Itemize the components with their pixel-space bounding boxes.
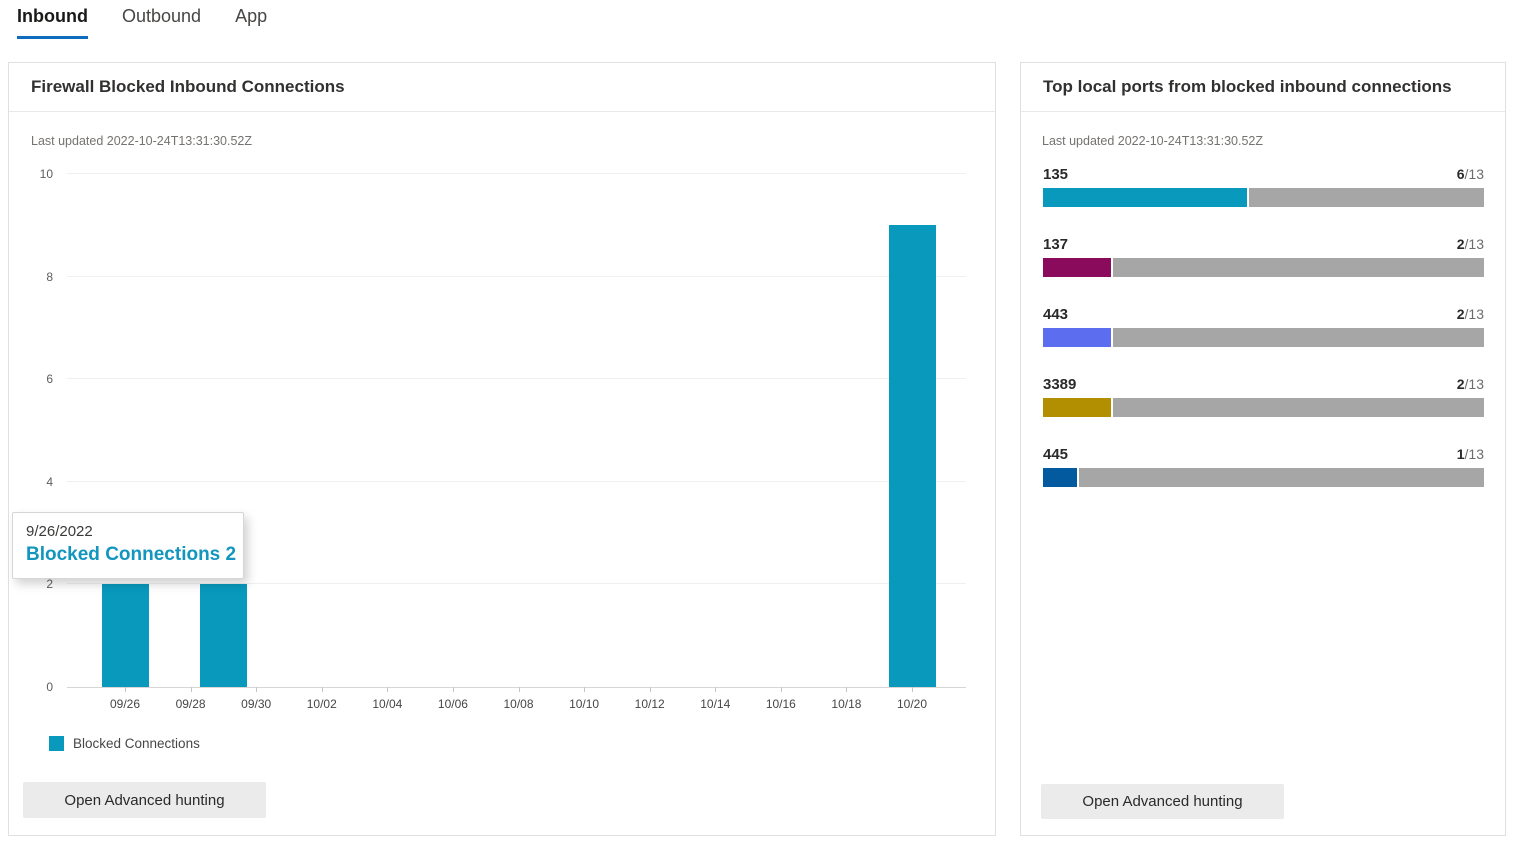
x-axis-label: 10/16 <box>765 697 796 711</box>
port-number: 3389 <box>1043 376 1077 393</box>
gridline <box>67 378 966 380</box>
port-number: 137 <box>1043 236 1069 253</box>
chart-tooltip: 9/26/2022 Blocked Connections 2 <box>12 512 244 579</box>
port-count-fraction: 6/13 <box>1456 166 1484 182</box>
chart-bar[interactable] <box>101 584 149 687</box>
chart-bar[interactable] <box>199 584 247 687</box>
tab-bar: Inbound Outbound App <box>17 6 267 39</box>
x-axis-label: 10/04 <box>372 697 403 711</box>
chart-plot: 0 2 4 6 8 10 09/26 09/28 09/30 10/02 10/04 10/06 10/… <box>40 167 966 711</box>
tab-inbound[interactable]: Inbound <box>17 6 88 39</box>
port-row: 137 2/13 <box>1043 236 1484 277</box>
gridline <box>67 173 966 174</box>
port-bar-fill <box>1043 398 1111 417</box>
port-row: 3389 2/13 <box>1043 376 1484 417</box>
port-bar[interactable] <box>1043 328 1484 347</box>
firewall-blocked-inbound-card: Firewall Blocked Inbound Connections Las… <box>8 62 996 836</box>
x-axis-label: 10/06 <box>437 697 468 711</box>
gridline <box>67 275 966 277</box>
tab-outbound[interactable]: Outbound <box>121 6 202 26</box>
open-advanced-hunting-button[interactable]: Open Advanced hunting <box>1041 784 1284 819</box>
port-row-header: 137 2/13 <box>1043 236 1484 258</box>
port-number: 135 <box>1043 166 1069 183</box>
chart-bar[interactable] <box>888 225 936 687</box>
x-axis-label: 10/20 <box>896 697 928 711</box>
port-number: 445 <box>1043 446 1069 463</box>
port-row-header: 445 1/13 <box>1043 446 1484 468</box>
port-count-fraction: 2/13 <box>1456 306 1484 322</box>
port-bar-fill <box>1043 328 1111 347</box>
port-bar-remainder <box>1248 188 1484 207</box>
last-updated-text: Last updated 2022-10-24T13:31:30.52Z <box>1042 134 1264 148</box>
x-axis-tick <box>387 687 389 692</box>
gridline <box>67 480 966 482</box>
legend-label: Blocked Connections <box>73 736 200 751</box>
x-axis-tick <box>912 687 913 692</box>
x-axis-tick <box>125 687 126 692</box>
y-axis-label: 6 <box>46 372 53 387</box>
port-bar[interactable] <box>1043 398 1484 417</box>
x-axis-tick <box>846 687 848 692</box>
x-axis-label: 10/02 <box>306 697 337 711</box>
port-bar[interactable] <box>1043 188 1484 207</box>
tooltip-value: Blocked Connections 2 <box>26 544 237 565</box>
x-axis-tick <box>190 687 192 692</box>
x-axis-label: 10/12 <box>634 697 665 711</box>
port-bar[interactable] <box>1043 258 1484 277</box>
y-axis-label: 0 <box>46 680 53 694</box>
port-bar-fill <box>1043 468 1077 487</box>
port-count-fraction: 2/13 <box>1456 236 1484 252</box>
x-axis-label: 09/26 <box>109 697 141 711</box>
open-advanced-hunting-button[interactable]: Open Advanced hunting <box>23 782 266 818</box>
y-axis-label: 8 <box>46 269 53 284</box>
port-bar-remainder <box>1112 398 1484 417</box>
x-axis-tick <box>649 687 651 692</box>
ports-list: 135 6/13 137 2/13 443 2/13 3389 2/13 445 1/13 <box>1043 166 1484 516</box>
port-bar-remainder <box>1112 258 1484 277</box>
port-row: 445 1/13 <box>1043 446 1484 487</box>
port-number: 443 <box>1043 306 1069 323</box>
y-axis-label: 10 <box>39 167 53 181</box>
last-updated-text: Last updated 2022-10-24T13:31:30.52Z <box>31 134 253 148</box>
port-bar-fill <box>1043 188 1247 207</box>
x-axis-tick <box>518 687 520 692</box>
port-bar-fill <box>1043 258 1111 277</box>
gridline <box>67 583 966 585</box>
card-header: Firewall Blocked Inbound Connections <box>9 63 995 112</box>
x-axis-tick <box>452 687 454 692</box>
x-axis-label: 10/08 <box>503 697 534 711</box>
x-axis-label: 09/30 <box>241 697 272 711</box>
port-bar-remainder <box>1078 468 1484 487</box>
y-axis-label: 4 <box>46 474 53 489</box>
x-axis-label: 09/28 <box>175 697 206 711</box>
port-row: 135 6/13 <box>1043 166 1484 207</box>
x-axis-tick <box>780 687 782 692</box>
port-row-header: 443 2/13 <box>1043 306 1484 328</box>
tooltip-date: 9/26/2022 <box>26 523 93 540</box>
port-count-fraction: 2/13 <box>1456 376 1484 392</box>
port-row: 443 2/13 <box>1043 306 1484 347</box>
legend-swatch <box>49 736 64 751</box>
port-count-fraction: 1/13 <box>1456 446 1484 462</box>
x-axis-label: 10/18 <box>831 697 862 711</box>
x-axis-label: 10/10 <box>569 697 600 711</box>
card-header: Top local ports from blocked inbound con… <box>1021 63 1505 112</box>
port-row-header: 3389 2/13 <box>1043 376 1484 398</box>
x-axis-tick <box>321 687 323 692</box>
x-axis-tick <box>584 687 586 692</box>
card-title: Top local ports from blocked inbound con… <box>1043 77 1452 96</box>
tab-app[interactable]: App <box>235 6 268 26</box>
port-row-header: 135 6/13 <box>1043 166 1484 188</box>
chart-legend[interactable]: Blocked Connections <box>49 736 200 751</box>
x-axis-label: 10/14 <box>700 697 731 711</box>
port-bar[interactable] <box>1043 468 1484 487</box>
x-axis-tick <box>715 687 717 692</box>
y-axis-label: 2 <box>46 577 53 592</box>
port-bar-remainder <box>1112 328 1484 347</box>
top-local-ports-card: Top local ports from blocked inbound con… <box>1020 62 1506 836</box>
x-axis-tick <box>256 687 258 692</box>
card-title: Firewall Blocked Inbound Connections <box>31 77 345 96</box>
